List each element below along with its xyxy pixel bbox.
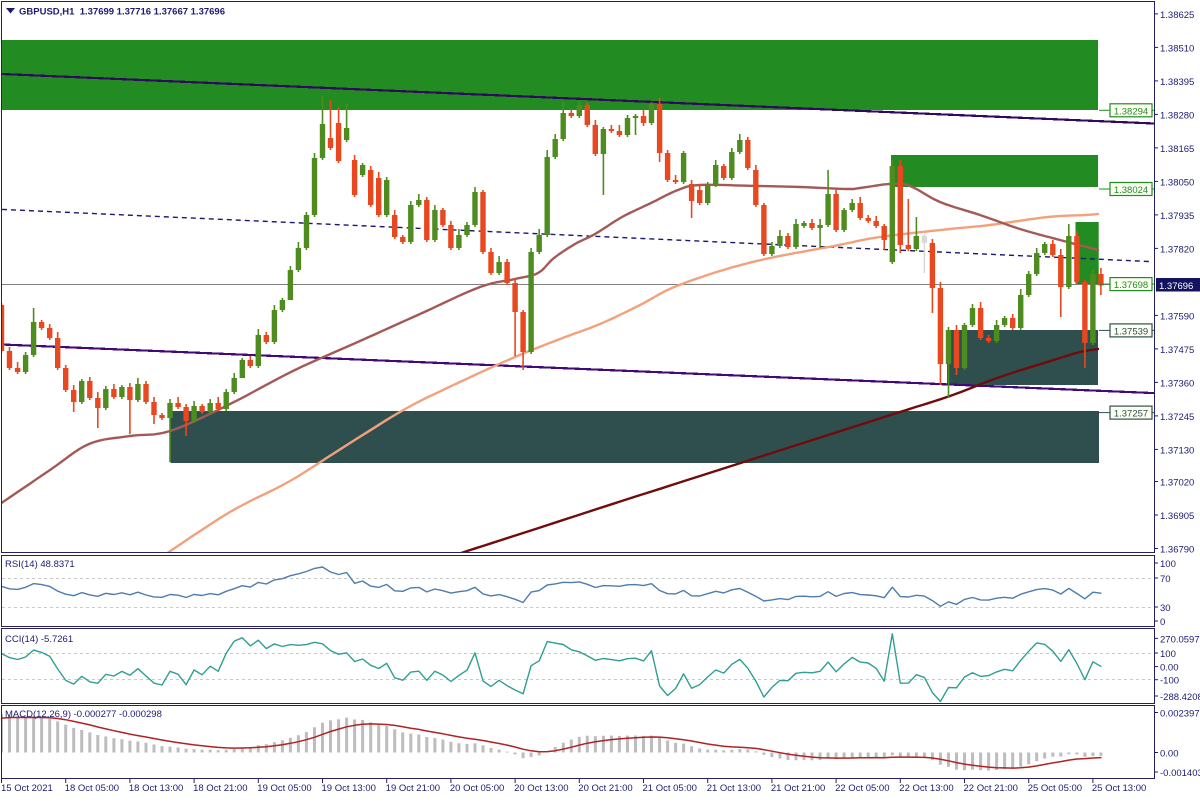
svg-text:25 Oct 05:00: 25 Oct 05:00 — [1028, 783, 1082, 794]
svg-text:1.37539: 1.37539 — [1114, 326, 1148, 337]
svg-text:22 Oct 13:00: 22 Oct 13:00 — [899, 783, 953, 794]
svg-text:1.37696: 1.37696 — [1159, 281, 1193, 292]
svg-text:-100: -100 — [1160, 676, 1179, 687]
svg-text:20 Oct 05:00: 20 Oct 05:00 — [450, 783, 504, 794]
svg-text:-0.001403: -0.001403 — [1160, 768, 1200, 779]
svg-text:22 Oct 05:00: 22 Oct 05:00 — [835, 783, 889, 794]
svg-text:15 Oct 2021: 15 Oct 2021 — [1, 783, 53, 794]
svg-text:1.36905: 1.36905 — [1160, 511, 1194, 522]
svg-text:1.36790: 1.36790 — [1160, 545, 1194, 556]
svg-text:70: 70 — [1160, 574, 1171, 585]
svg-text:30: 30 — [1160, 603, 1171, 614]
svg-text:1.37245: 1.37245 — [1160, 412, 1194, 423]
svg-text:0.002397: 0.002397 — [1160, 709, 1200, 720]
svg-text:20 Oct 21:00: 20 Oct 21:00 — [578, 783, 632, 794]
svg-text:GBPUSD,H1 1.37699 1.37716 1.3: GBPUSD,H1 1.37699 1.37716 1.37667 1.3769… — [19, 7, 225, 18]
svg-text:1.37590: 1.37590 — [1160, 311, 1194, 322]
svg-text:0.00: 0.00 — [1160, 663, 1179, 674]
svg-text:1.38395: 1.38395 — [1160, 77, 1194, 88]
svg-text:1.38510: 1.38510 — [1160, 43, 1194, 54]
svg-text:21 Oct 13:00: 21 Oct 13:00 — [707, 783, 761, 794]
svg-text:18 Oct 05:00: 18 Oct 05:00 — [65, 783, 119, 794]
svg-text:0.00: 0.00 — [1160, 749, 1179, 760]
svg-text:19 Oct 05:00: 19 Oct 05:00 — [257, 783, 311, 794]
svg-text:1.37130: 1.37130 — [1160, 445, 1194, 456]
svg-text:1.37475: 1.37475 — [1160, 345, 1194, 356]
svg-text:1.38165: 1.38165 — [1160, 144, 1194, 155]
svg-text:18 Oct 13:00: 18 Oct 13:00 — [129, 783, 183, 794]
svg-text:1.37360: 1.37360 — [1160, 378, 1194, 389]
svg-text:1.38050: 1.38050 — [1160, 177, 1194, 188]
svg-text:RSI(14) 48.8371: RSI(14) 48.8371 — [5, 559, 75, 570]
svg-text:19 Oct 21:00: 19 Oct 21:00 — [386, 783, 440, 794]
svg-text:1.37820: 1.37820 — [1160, 244, 1194, 255]
svg-text:100: 100 — [1160, 559, 1176, 570]
svg-text:1.37698: 1.37698 — [1114, 280, 1148, 291]
svg-text:19 Oct 13:00: 19 Oct 13:00 — [322, 783, 376, 794]
svg-text:22 Oct 21:00: 22 Oct 21:00 — [964, 783, 1018, 794]
svg-text:MACD(12,26,9) -0.000277 -0.000: MACD(12,26,9) -0.000277 -0.000298 — [5, 709, 162, 720]
svg-text:1.38024: 1.38024 — [1114, 185, 1148, 196]
svg-text:21 Oct 05:00: 21 Oct 05:00 — [643, 783, 697, 794]
svg-text:CCI(14) -5.7261: CCI(14) -5.7261 — [5, 634, 73, 645]
svg-text:1.38625: 1.38625 — [1160, 10, 1194, 21]
svg-text:-288.4208: -288.4208 — [1160, 692, 1200, 703]
svg-text:1.37257: 1.37257 — [1114, 409, 1148, 420]
svg-text:21 Oct 21:00: 21 Oct 21:00 — [771, 783, 825, 794]
svg-text:1.37935: 1.37935 — [1160, 211, 1194, 222]
svg-text:20 Oct 13:00: 20 Oct 13:00 — [514, 783, 568, 794]
svg-text:25 Oct 13:00: 25 Oct 13:00 — [1092, 783, 1146, 794]
svg-text:1.38280: 1.38280 — [1160, 110, 1194, 121]
svg-text:1.38294: 1.38294 — [1114, 106, 1148, 117]
svg-text:0: 0 — [1160, 617, 1165, 628]
svg-text:100: 100 — [1160, 649, 1176, 660]
svg-text:1.37020: 1.37020 — [1160, 478, 1194, 489]
svg-text:18 Oct 21:00: 18 Oct 21:00 — [193, 783, 247, 794]
svg-text:270.0597: 270.0597 — [1160, 634, 1200, 645]
